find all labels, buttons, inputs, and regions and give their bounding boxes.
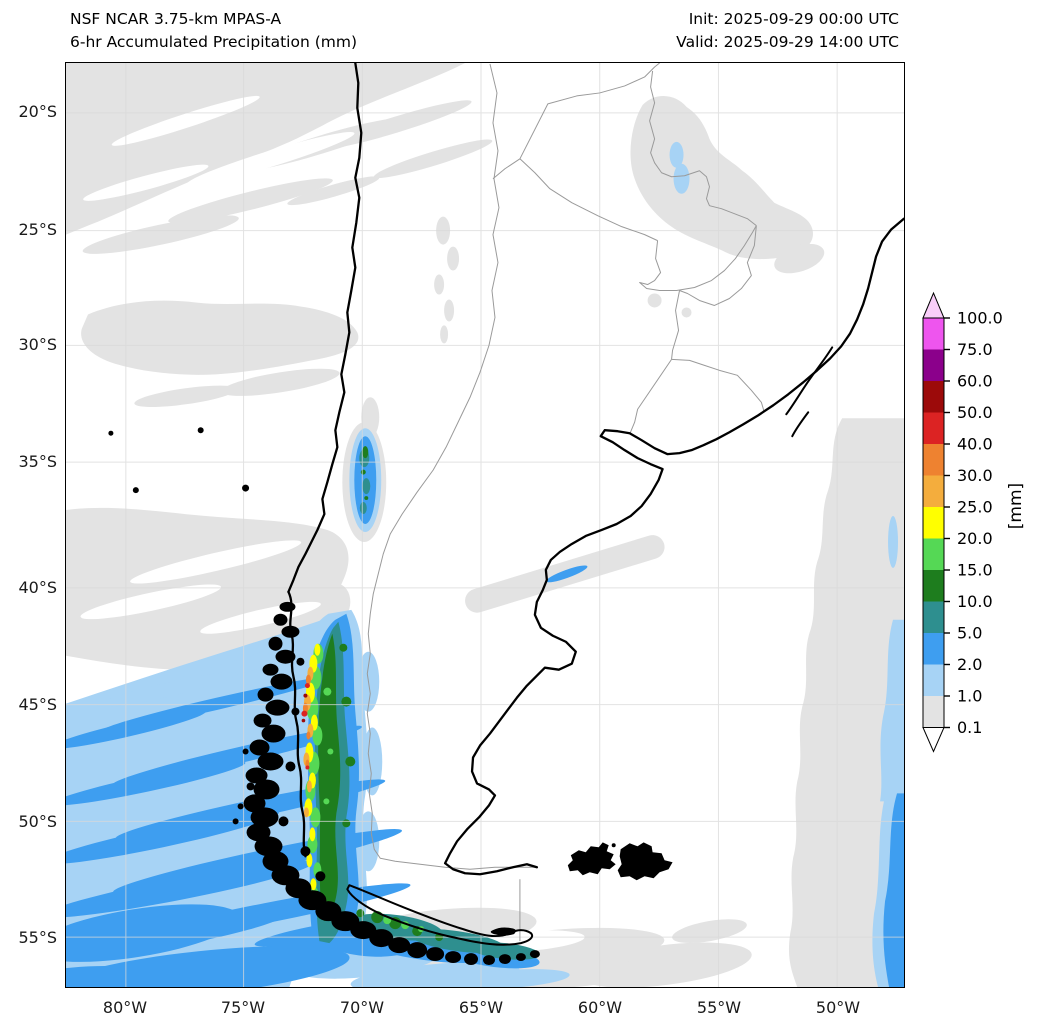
lon-tick-label: 60°W [577,998,623,1017]
colorbar-segment [923,570,944,602]
colorbar-tick-label: 10.0 [957,592,993,611]
init-time: Init: 2025-09-29 00:00 UTC [688,10,899,28]
colorbar-segment [923,601,944,634]
colorbar-unit-label: [mm] [1006,483,1026,529]
lat-tick-label: 55°S [18,928,57,947]
model-name: NSF NCAR 3.75-km MPAS-A [70,10,282,28]
lat-tick-label: 30°S [18,335,57,354]
patagonian-archipelago [232,601,540,966]
colorbar-segment [923,349,944,382]
colorbar-under-arrow [922,727,945,753]
lat-tick-label: 50°S [18,812,57,831]
colorbar-tick-label: 25.0 [957,498,993,517]
falkland-islands [567,842,673,881]
valid-time: Valid: 2025-09-29 14:00 UTC [676,33,899,51]
lon-tick-label: 70°W [339,998,385,1017]
product-name: 6-hr Accumulated Precipitation (mm) [70,33,357,51]
colorbar-segment [923,538,944,571]
precipitation-map [66,63,904,987]
pacific-islands [108,427,250,494]
colorbar-segment [923,633,944,665]
colorbar: 100.0 75.0 60.0 50.0 40.0 30.0 25.0 20.0 15.0 10.… [922,291,1026,753]
graticule [66,63,904,987]
country-borders [366,63,765,942]
colorbar-segment [923,507,944,539]
coastlines [287,63,904,946]
precip-50mm-areas [301,693,308,723]
colorbar-segment [923,696,944,728]
colorbar-outline [922,317,945,728]
lat-tick-label: 35°S [18,452,57,471]
lon-tick-label: 80°W [102,998,148,1017]
colorbar-tick-label: 50.0 [957,403,993,422]
colorbar-segment [923,318,944,350]
colorbar-tick-label: 1.0 [957,687,982,706]
colorbar-tick-label: 2.0 [957,655,982,674]
lat-tick-label: 45°S [18,695,57,714]
colorbar-segment [923,444,944,476]
colorbar-segment [923,664,944,697]
lon-tick-label: 50°W [815,998,861,1017]
precip-20mm-areas [304,643,321,891]
colorbar-tick-label: 100.0 [957,309,1003,328]
colorbar-tick-label: 5.0 [957,624,982,643]
colorbar-tick-label: 75.0 [957,340,993,359]
figure-title: NSF NCAR 3.75-km MPAS-A 6-hr Accumulated… [70,8,357,54]
colorbar-segment [923,412,944,445]
lon-tick-label: 55°W [696,998,742,1017]
lat-tick-label: 25°S [18,220,57,239]
isla-de-los-estados [490,927,516,936]
colorbar-tick-label: 40.0 [957,435,993,454]
colorbar-tick-label: 0.1 [957,718,982,737]
colorbar-tick-label: 60.0 [957,372,993,391]
colorbar-segment [923,381,944,413]
colorbar-tick-label: 15.0 [957,561,993,580]
lon-tick-label: 75°W [220,998,266,1017]
run-info: Init: 2025-09-29 00:00 UTC Valid: 2025-0… [676,8,899,54]
map-plot-area [65,62,905,988]
colorbar-segment [923,475,944,508]
clear-gaps [80,95,585,952]
lon-tick-label: 65°W [458,998,504,1017]
lat-tick-label: 40°S [18,578,57,597]
colorbar-tick-label: 30.0 [957,466,993,485]
colorbar-over-arrow [922,291,945,319]
precip-30mm-areas [302,674,311,770]
colorbar-tick-label: 20.0 [957,529,993,548]
precip-40mm-areas [301,683,310,770]
lat-tick-label: 20°S [18,102,57,121]
precip-10mm-areas [318,446,444,942]
